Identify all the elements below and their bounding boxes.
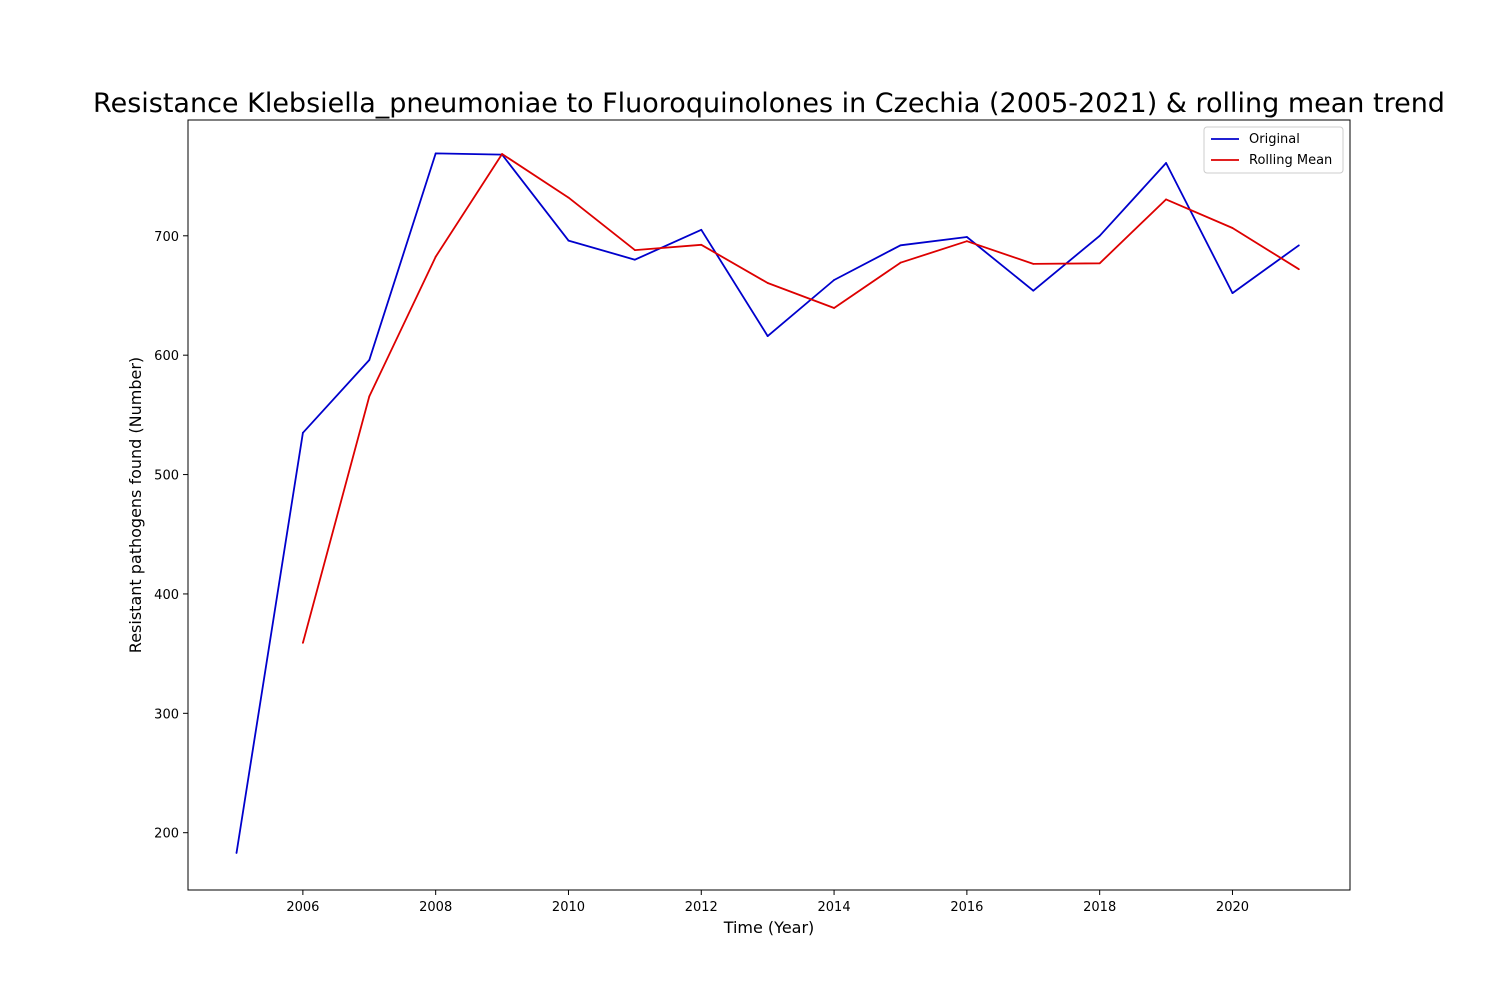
data-point-original	[1231, 292, 1234, 295]
x-axis-label: Time (Year)	[723, 918, 815, 937]
x-tick-label: 2006	[286, 900, 319, 915]
x-tick-label: 2014	[818, 900, 851, 915]
data-point-rolling-mean	[1231, 227, 1234, 229]
data-point-original	[899, 244, 902, 247]
data-point-rolling-mean	[368, 395, 371, 398]
x-axis: 2006 2008 2010 2012 2014 2016 2018 2020	[286, 890, 1249, 915]
y-tick-label: 400	[154, 588, 179, 603]
y-tick-label: 500	[154, 469, 179, 484]
data-point-original	[235, 852, 238, 854]
x-tick-label: 2020	[1216, 900, 1249, 915]
plot-area	[187, 119, 1351, 891]
legend-label-original: Original	[1249, 132, 1300, 147]
data-point-rolling-mean	[700, 243, 703, 246]
data-point-original	[1098, 234, 1101, 237]
series-lines	[235, 152, 1300, 854]
data-point-rolling-mean	[899, 261, 902, 264]
data-point-original	[301, 431, 304, 434]
data-point-original	[965, 236, 968, 238]
data-point-rolling-mean	[434, 255, 437, 258]
legend: Original Rolling Mean	[1203, 126, 1344, 174]
y-axis: 200 300 400 500 600 700	[154, 230, 188, 842]
y-axis-label: Resistant pathogens found (Number)	[126, 357, 145, 653]
data-point-original	[567, 239, 570, 242]
data-point-original	[368, 359, 371, 361]
y-tick-label: 200	[154, 827, 179, 842]
data-point-rolling-mean	[766, 282, 769, 284]
data-point-rolling-mean	[1032, 262, 1035, 265]
x-tick-label: 2012	[685, 900, 718, 915]
x-tick-label: 2018	[1083, 900, 1116, 915]
data-point-original	[633, 258, 636, 261]
data-point-rolling-mean	[965, 240, 968, 243]
chart-title: Resistance Klebsiella_pneumoniae to Fluo…	[93, 88, 1445, 119]
data-point-rolling-mean	[833, 307, 835, 309]
x-tick-label: 2010	[552, 900, 585, 915]
series-line-original	[235, 152, 1300, 854]
data-point-rolling-mean	[633, 249, 636, 252]
data-point-original	[833, 279, 835, 281]
y-tick-label: 600	[154, 349, 179, 364]
data-point-original	[1297, 244, 1300, 247]
data-point-rolling-mean	[1098, 262, 1101, 265]
y-tick-label: 700	[154, 230, 179, 245]
data-point-original	[1165, 162, 1167, 164]
series-line-rolling-mean	[302, 153, 1300, 644]
data-point-rolling-mean	[567, 196, 570, 199]
data-point-rolling-mean	[1165, 198, 1167, 201]
x-tick-label: 2008	[419, 900, 452, 915]
data-point-rolling-mean	[501, 153, 503, 155]
data-point-original	[1032, 289, 1035, 292]
data-point-original	[700, 228, 703, 231]
y-tick-label: 300	[154, 707, 179, 722]
legend-label-rolling-mean: Rolling Mean	[1249, 153, 1332, 168]
data-point-rolling-mean	[1297, 268, 1300, 271]
x-tick-label: 2016	[950, 900, 983, 915]
data-point-rolling-mean	[301, 641, 304, 644]
data-point-original	[434, 152, 437, 155]
data-point-original	[766, 335, 769, 337]
